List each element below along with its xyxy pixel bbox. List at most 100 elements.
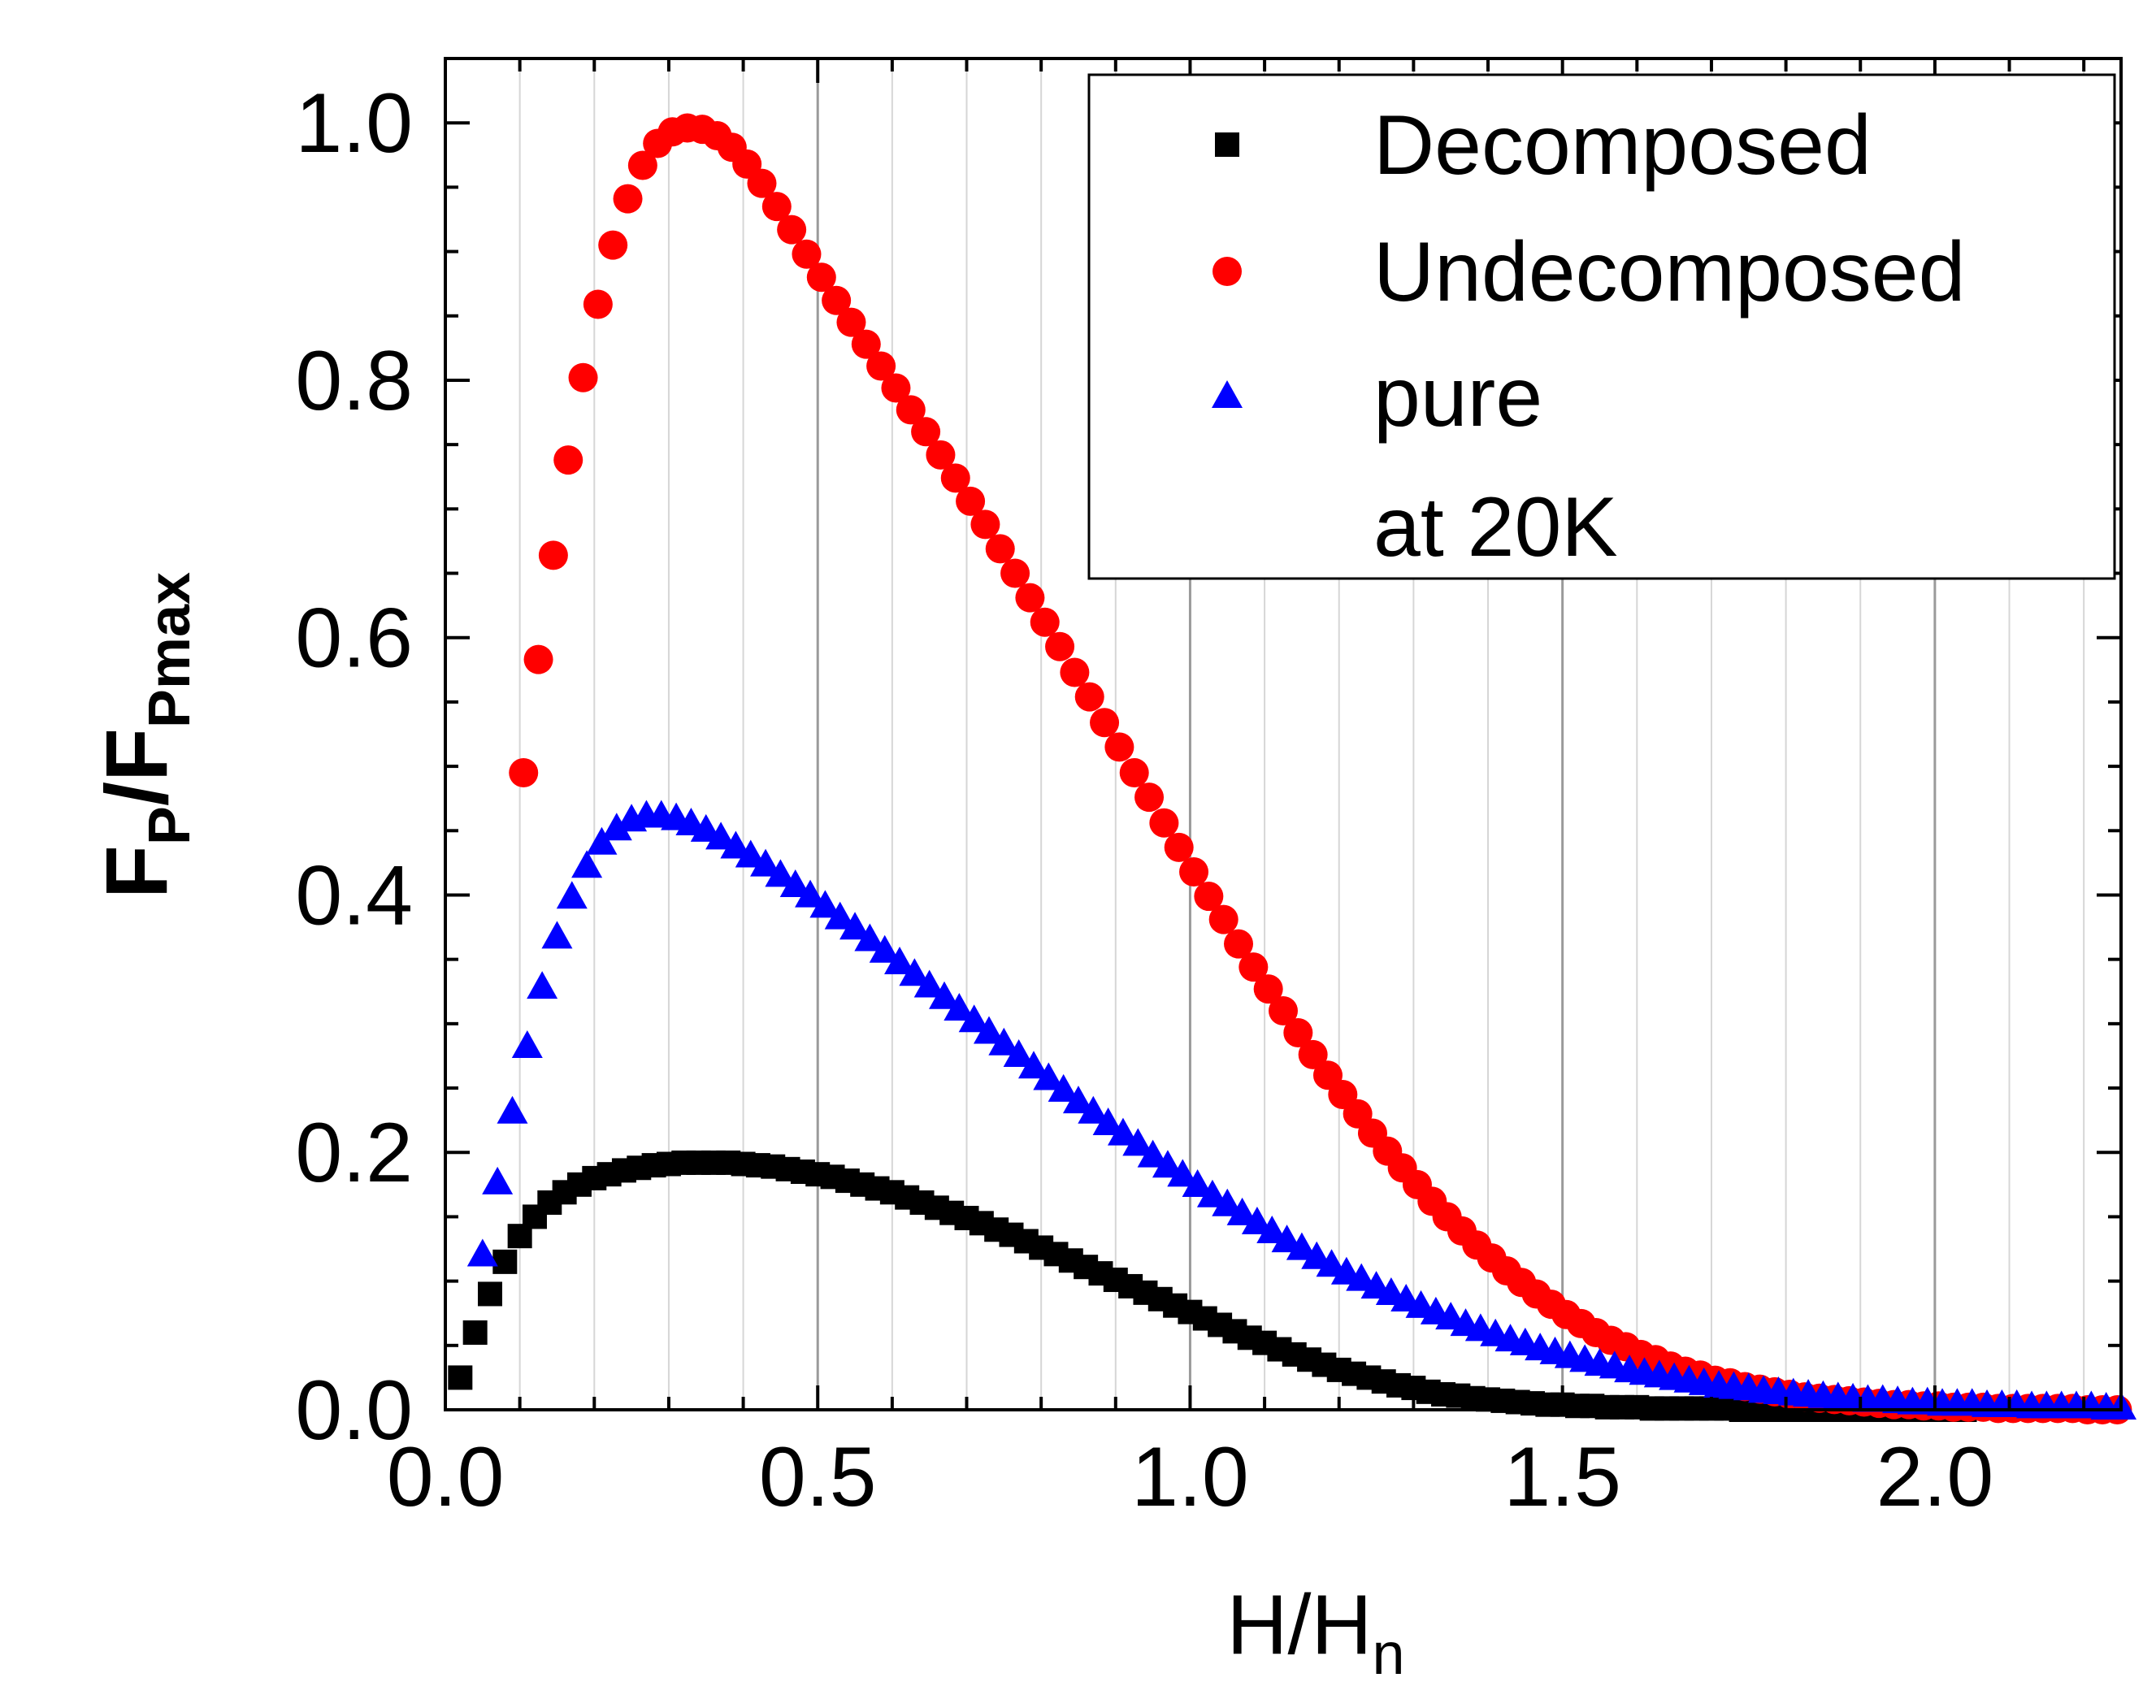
x-axis-title-main: H/H <box>1226 1578 1372 1672</box>
data-point <box>1226 1197 1258 1225</box>
data-point <box>613 184 643 214</box>
data-point <box>627 150 657 180</box>
data-point <box>705 821 737 850</box>
legend-marker-pure <box>1212 380 1243 408</box>
data-point <box>896 395 926 425</box>
data-point <box>1107 1117 1139 1146</box>
data-point <box>466 1238 498 1267</box>
legend-box <box>1087 73 2116 580</box>
data-point <box>795 879 826 908</box>
data-point <box>836 307 866 337</box>
data-point <box>792 239 822 269</box>
legend-label-undecomposed: Undecomposed <box>1373 225 1965 319</box>
data-point <box>1104 732 1134 762</box>
data-point <box>1048 1073 1079 1102</box>
data-point <box>568 362 598 392</box>
data-point <box>958 1004 990 1033</box>
data-point <box>735 839 766 868</box>
series-pure <box>466 800 2136 1420</box>
x-tick-label: 0.0 <box>387 1430 505 1524</box>
data-point <box>1208 904 1239 934</box>
x-tick-label: 1.0 <box>1131 1430 1249 1524</box>
data-point <box>1283 1017 1313 1047</box>
data-point <box>899 958 931 986</box>
data-point <box>913 969 945 998</box>
y-axis-title: FP/FPmax <box>87 572 202 899</box>
x-axis-title: H/Hn <box>1226 1578 1404 1687</box>
legend-label-pure: pure <box>1373 350 1542 444</box>
data-point <box>839 912 871 940</box>
y-axis-title-part: F <box>87 845 185 899</box>
legend-marker-undecomposed <box>1212 257 1242 286</box>
x-axis-title-sub: n <box>1373 1622 1405 1687</box>
data-point <box>541 921 573 949</box>
data-point <box>1078 1095 1109 1124</box>
x-tick-label: 1.5 <box>1503 1430 1621 1524</box>
data-point <box>1074 682 1104 712</box>
data-point <box>974 1016 1005 1044</box>
data-point <box>970 509 1000 540</box>
data-point <box>583 289 613 319</box>
data-point <box>1269 996 1298 1026</box>
data-point <box>1196 1179 1228 1207</box>
data-point <box>779 869 811 897</box>
data-point <box>854 923 886 952</box>
data-point <box>956 486 986 516</box>
y-tick-label: 0.6 <box>295 592 413 686</box>
data-point <box>1167 1159 1199 1187</box>
data-point <box>1164 832 1194 862</box>
axes <box>444 57 2123 1411</box>
data-point <box>822 285 852 315</box>
data-point <box>809 890 841 918</box>
data-point <box>492 1249 518 1274</box>
data-point <box>527 971 558 999</box>
data-point <box>851 329 881 359</box>
data-point <box>482 1166 514 1194</box>
data-point <box>556 881 588 909</box>
data-point <box>1298 1039 1328 1069</box>
data-point <box>747 168 777 198</box>
data-point <box>1182 1169 1213 1198</box>
data-point <box>940 463 970 493</box>
data-point <box>881 373 911 403</box>
data-point <box>1033 1062 1065 1090</box>
data-point <box>1090 708 1120 738</box>
data-point <box>1149 808 1179 838</box>
data-point <box>911 417 941 447</box>
y-axis-title-part: Pmax <box>137 572 202 728</box>
data-point <box>1286 1232 1317 1260</box>
plot-frame <box>444 57 2123 1411</box>
y-tick-label: 1.0 <box>295 76 413 171</box>
data-point <box>1212 1188 1243 1216</box>
data-point <box>988 1027 1020 1056</box>
data-point <box>1003 1039 1035 1068</box>
data-point <box>1092 1107 1124 1135</box>
legend-note: at 20K <box>1373 480 1618 574</box>
y-axis-title-part: P <box>137 806 202 845</box>
data-point <box>1119 758 1149 788</box>
x-tick-label: 2.0 <box>1876 1430 1994 1524</box>
y-tick-label: 0.8 <box>295 334 413 428</box>
data-point <box>448 1365 473 1390</box>
data-point <box>761 192 792 222</box>
data-point <box>720 830 752 859</box>
data-point <box>777 215 807 245</box>
data-point <box>586 826 618 855</box>
data-point <box>462 1320 488 1345</box>
data-point <box>985 534 1015 564</box>
data-point <box>1060 657 1090 687</box>
y-axis-title-part: /F <box>87 728 185 806</box>
data-point <box>571 850 603 878</box>
data-point <box>1000 558 1030 588</box>
data-point <box>1030 607 1060 637</box>
data-point <box>511 1030 543 1058</box>
data-point <box>598 230 628 260</box>
y-tick-label: 0.2 <box>295 1106 413 1200</box>
data-point <box>884 947 916 975</box>
data-point <box>477 1281 502 1307</box>
data-point <box>1122 1128 1154 1156</box>
data-point <box>1062 1086 1094 1114</box>
data-point <box>866 351 896 381</box>
data-point <box>944 993 975 1021</box>
